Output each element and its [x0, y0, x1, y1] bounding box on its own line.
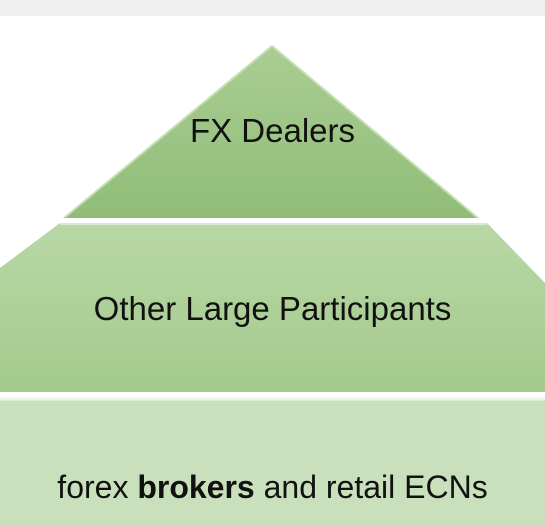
tier-bottom-shape: [0, 398, 545, 525]
tier-top-edge: [63, 44, 479, 219]
tier-bottom-label-end: and retail ECNs: [254, 469, 488, 505]
tier-bottom-label: forex brokers and retail ECNs: [0, 469, 545, 506]
tier-bottom-label-bold: brokers: [137, 469, 255, 505]
tier-bottom-label-start: forex: [57, 469, 138, 505]
tier-middle-label: Other Large Participants: [93, 290, 452, 327]
tier-top-shape: [64, 46, 478, 218]
tier-top-label: FX Dealers: [189, 112, 356, 149]
top-strip: [0, 0, 545, 16]
tier-middle-shape: [0, 223, 545, 392]
